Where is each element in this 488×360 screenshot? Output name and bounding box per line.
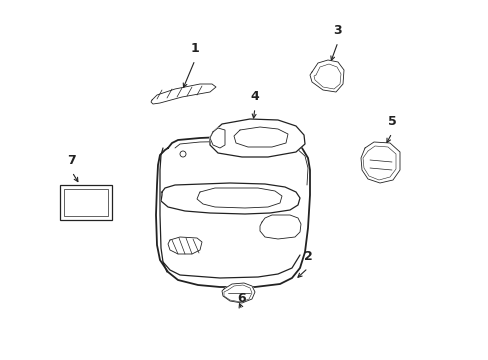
Text: 6: 6 <box>237 292 246 305</box>
Text: 7: 7 <box>67 154 76 167</box>
Text: 1: 1 <box>190 42 199 55</box>
Bar <box>64 189 108 216</box>
Polygon shape <box>151 84 216 104</box>
Text: 2: 2 <box>303 250 312 263</box>
Polygon shape <box>168 237 202 254</box>
Polygon shape <box>209 128 224 148</box>
Polygon shape <box>260 215 301 239</box>
Polygon shape <box>161 183 299 214</box>
Polygon shape <box>360 142 399 183</box>
Polygon shape <box>309 60 343 92</box>
Text: 5: 5 <box>387 115 396 128</box>
Bar <box>60 185 112 220</box>
Polygon shape <box>209 119 305 157</box>
Polygon shape <box>222 283 254 303</box>
Text: 4: 4 <box>250 90 259 103</box>
Text: 3: 3 <box>333 24 342 37</box>
Polygon shape <box>156 136 309 287</box>
